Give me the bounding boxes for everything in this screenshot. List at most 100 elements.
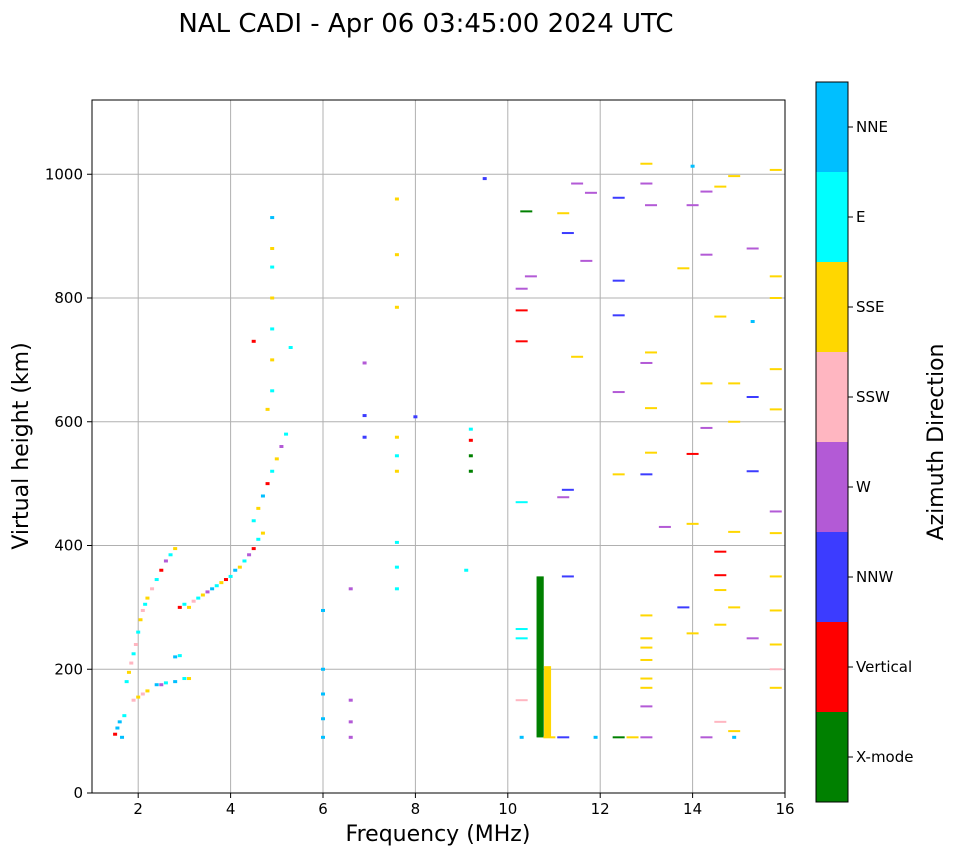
data-point — [394, 540, 399, 544]
data-point — [210, 587, 215, 591]
data-point — [769, 643, 782, 646]
data-point — [270, 327, 275, 331]
data-point — [279, 445, 284, 448]
data-point — [256, 537, 261, 541]
data-point — [270, 265, 275, 269]
data-point — [561, 488, 574, 491]
data-point — [321, 608, 325, 612]
data-point — [270, 296, 275, 300]
data-point — [515, 340, 528, 343]
data-point — [270, 389, 275, 393]
data-point — [700, 426, 713, 429]
data-point — [769, 408, 782, 411]
colorbar-label: X-mode — [856, 748, 913, 766]
data-point — [714, 550, 727, 553]
colorbar-label: Vertical — [856, 658, 912, 676]
data-point — [769, 532, 782, 535]
data-point — [129, 661, 134, 665]
data-point — [394, 565, 399, 569]
data-point — [700, 190, 713, 193]
colorbar-segment — [816, 532, 848, 622]
data-point — [394, 197, 399, 201]
colorbar-frame — [815, 81, 849, 803]
data-point — [640, 614, 653, 617]
data-point — [154, 683, 159, 687]
data-point — [515, 699, 528, 702]
data-point — [173, 655, 178, 659]
chart-title: NAL CADI - Apr 06 03:45:00 2024 UTC — [178, 9, 673, 39]
data-point — [321, 717, 325, 721]
data-point — [131, 652, 136, 656]
colorbar-segment — [816, 172, 848, 262]
colorbar: X-mode Vertical NNW W SSW SSE E NNE — [815, 81, 913, 803]
data-point — [686, 452, 699, 455]
data-point — [117, 720, 122, 724]
data-point — [728, 175, 741, 178]
data-point — [115, 726, 120, 730]
data-point — [640, 736, 653, 739]
data-point — [228, 574, 233, 578]
data-point — [561, 575, 574, 578]
data-point — [321, 667, 325, 671]
y-axis: 0 200 400 600 800 1000 — [45, 165, 92, 802]
data-point — [173, 680, 178, 684]
data-point — [214, 584, 219, 588]
x-tick-label: 14 — [683, 800, 702, 818]
data-point — [321, 692, 325, 696]
data-point — [173, 547, 178, 551]
data-point — [413, 415, 418, 419]
data-point — [260, 494, 265, 498]
data-point — [515, 309, 528, 312]
data-point — [251, 519, 256, 523]
data-point — [690, 164, 695, 168]
colorbar-segment — [816, 622, 848, 712]
data-point — [557, 212, 570, 215]
data-point — [223, 578, 228, 582]
data-point — [120, 735, 125, 739]
data-point — [348, 698, 353, 702]
data-point — [728, 730, 741, 733]
data-point — [270, 216, 275, 220]
data-point — [468, 454, 473, 458]
data-point — [571, 355, 584, 358]
data-marks — [113, 162, 782, 739]
x-tick-label: 8 — [411, 800, 421, 818]
data-point — [159, 683, 164, 687]
x-tick-label: 4 — [226, 800, 236, 818]
data-point — [714, 623, 727, 626]
colorbar-label: SSE — [856, 298, 885, 316]
data-point — [233, 568, 238, 572]
data-point — [640, 686, 653, 689]
data-point — [394, 305, 399, 309]
data-point — [270, 358, 275, 362]
data-point — [159, 568, 164, 572]
y-tick-label: 200 — [54, 660, 83, 678]
data-point — [746, 247, 759, 250]
data-point — [200, 593, 205, 597]
data-point — [515, 287, 528, 290]
data-point — [265, 482, 270, 486]
data-point — [362, 361, 367, 365]
data-point — [750, 320, 755, 324]
data-point — [769, 510, 782, 513]
data-point — [515, 628, 528, 631]
data-point — [260, 531, 265, 535]
data-point — [348, 587, 353, 591]
data-point — [288, 346, 293, 349]
data-point — [138, 618, 143, 622]
data-point — [187, 677, 192, 681]
colorbar-label: NNE — [856, 118, 888, 136]
colorbar-segment — [816, 442, 848, 532]
data-point — [593, 735, 598, 739]
data-point — [362, 414, 367, 418]
data-point — [133, 643, 138, 646]
data-point — [145, 596, 150, 600]
data-point — [251, 547, 256, 551]
data-point — [626, 736, 639, 739]
y-tick-label: 1000 — [45, 165, 83, 183]
data-point — [769, 609, 782, 612]
data-point — [640, 677, 653, 680]
data-point — [270, 469, 275, 473]
data-point — [265, 407, 270, 411]
data-point — [154, 578, 159, 582]
